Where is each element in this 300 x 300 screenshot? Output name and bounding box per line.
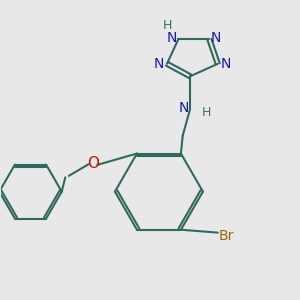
Text: Br: Br: [219, 229, 234, 243]
Text: O: O: [87, 156, 99, 171]
Text: N: N: [153, 57, 164, 71]
Text: N: N: [178, 101, 189, 115]
Text: H: H: [163, 19, 172, 32]
Text: H: H: [202, 106, 211, 119]
Text: N: N: [221, 57, 231, 71]
Text: N: N: [211, 31, 221, 45]
Text: N: N: [167, 31, 177, 45]
